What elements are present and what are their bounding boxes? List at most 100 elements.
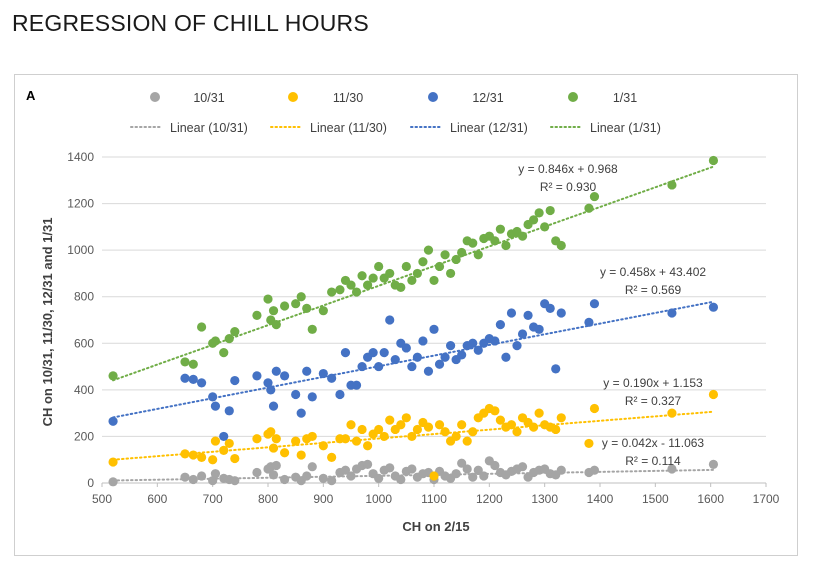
data-point-1/31 bbox=[446, 268, 456, 279]
x-tick-label: 1300 bbox=[531, 492, 558, 506]
data-point-1/31 bbox=[434, 261, 445, 272]
data-point-1/31 bbox=[529, 215, 539, 225]
data-point-11/30 bbox=[188, 450, 198, 460]
data-point-12/31 bbox=[501, 352, 511, 362]
data-point-10/31 bbox=[210, 469, 221, 479]
data-point-12/31 bbox=[296, 408, 306, 418]
data-point-11/30 bbox=[357, 424, 367, 435]
data-point-1/31 bbox=[268, 306, 279, 316]
data-point-11/30 bbox=[219, 445, 229, 455]
data-point-11/30 bbox=[180, 449, 190, 459]
data-point-11/30 bbox=[252, 434, 262, 444]
gridlines bbox=[102, 156, 766, 437]
data-point-10/31 bbox=[230, 476, 240, 486]
data-point-11/30 bbox=[108, 457, 118, 467]
data-point-10/31 bbox=[271, 460, 281, 471]
data-point-10/31 bbox=[479, 471, 489, 481]
data-point-12/31 bbox=[224, 406, 234, 416]
data-point-11/30 bbox=[268, 443, 279, 453]
x-tick-label: 700 bbox=[203, 492, 223, 506]
data-point-11/30 bbox=[451, 431, 461, 442]
data-point-1/31 bbox=[219, 348, 229, 358]
data-point-12/31 bbox=[271, 366, 281, 376]
data-point-1/31 bbox=[327, 287, 337, 297]
data-point-1/31 bbox=[291, 299, 301, 309]
data-point-1/31 bbox=[263, 294, 273, 304]
data-point-12/31 bbox=[210, 401, 221, 411]
data-point-1/31 bbox=[357, 271, 367, 281]
data-point-12/31 bbox=[291, 389, 301, 400]
data-point-1/31 bbox=[540, 222, 550, 232]
legend-label: 11/30 bbox=[333, 91, 363, 105]
equation-label: y = 0.190x + 1.153 bbox=[603, 376, 703, 390]
data-point-1/31 bbox=[495, 224, 505, 234]
data-point-10/31 bbox=[318, 473, 328, 483]
data-point-12/31 bbox=[385, 315, 395, 325]
data-point-12/31 bbox=[545, 303, 555, 313]
data-point-11/30 bbox=[551, 424, 561, 435]
data-point-1/31 bbox=[451, 254, 461, 265]
data-point-11/30 bbox=[197, 452, 207, 462]
data-point-10/31 bbox=[667, 464, 677, 474]
data-point-12/31 bbox=[589, 299, 600, 309]
data-point-11/30 bbox=[490, 406, 500, 416]
data-point-11/30 bbox=[429, 471, 439, 481]
data-point-11/30 bbox=[291, 436, 301, 446]
y-tick-label: 400 bbox=[74, 383, 94, 397]
data-point-11/30 bbox=[440, 427, 450, 437]
legend-label: Linear (12/31) bbox=[450, 121, 528, 135]
data-point-12/31 bbox=[357, 361, 367, 372]
data-point-11/30 bbox=[351, 436, 362, 446]
x-axis-title: CH on 2/15 bbox=[402, 519, 469, 534]
data-point-1/31 bbox=[335, 285, 345, 295]
data-point-11/30 bbox=[374, 424, 384, 435]
data-point-10/31 bbox=[208, 476, 218, 486]
data-point-10/31 bbox=[468, 472, 478, 482]
data-point-12/31 bbox=[418, 336, 428, 346]
data-point-1/31 bbox=[368, 273, 378, 283]
data-point-1/31 bbox=[545, 205, 555, 216]
data-point-1/31 bbox=[197, 322, 207, 332]
data-point-11/30 bbox=[340, 434, 351, 444]
data-point-12/31 bbox=[556, 308, 566, 318]
data-point-11/30 bbox=[423, 422, 434, 432]
r-squared-label: R² = 0.327 bbox=[625, 394, 682, 408]
data-point-1/31 bbox=[517, 231, 528, 241]
data-point-10/31 bbox=[340, 465, 351, 475]
data-point-1/31 bbox=[296, 292, 306, 302]
data-point-11/30 bbox=[224, 438, 234, 449]
data-point-12/31 bbox=[327, 373, 337, 383]
data-point-1/31 bbox=[346, 280, 356, 290]
data-point-11/30 bbox=[318, 441, 328, 451]
data-point-1/31 bbox=[302, 303, 312, 313]
data-point-1/31 bbox=[501, 240, 511, 251]
panel-label: A bbox=[26, 88, 36, 103]
data-point-10/31 bbox=[108, 477, 118, 487]
data-point-10/31 bbox=[589, 465, 600, 475]
x-tick-label: 1200 bbox=[476, 492, 503, 506]
data-point-1/31 bbox=[584, 203, 594, 213]
y-tick-label: 1400 bbox=[67, 150, 94, 164]
data-point-12/31 bbox=[188, 374, 198, 384]
data-point-12/31 bbox=[307, 392, 317, 402]
data-point-12/31 bbox=[584, 317, 594, 327]
data-point-1/31 bbox=[667, 180, 677, 190]
regression-equations: y = 0.042x - 11.063 R² = 0.114 y = 0.190x … bbox=[518, 162, 706, 468]
data-point-11/30 bbox=[534, 408, 544, 418]
data-point-11/30 bbox=[708, 389, 719, 400]
x-tick-label: 500 bbox=[92, 492, 112, 506]
data-point-11/30 bbox=[434, 420, 445, 430]
data-point-12/31 bbox=[468, 338, 478, 348]
data-point-11/30 bbox=[379, 431, 389, 442]
data-point-12/31 bbox=[412, 352, 422, 362]
data-point-12/31 bbox=[517, 329, 528, 339]
data-point-11/30 bbox=[396, 420, 406, 430]
data-point-1/31 bbox=[457, 247, 467, 258]
data-point-11/30 bbox=[529, 422, 539, 432]
data-point-1/31 bbox=[534, 208, 544, 218]
data-point-12/31 bbox=[318, 368, 328, 379]
x-tick-label: 1100 bbox=[421, 492, 447, 506]
data-point-1/31 bbox=[280, 301, 290, 311]
data-point-10/31 bbox=[473, 465, 483, 475]
